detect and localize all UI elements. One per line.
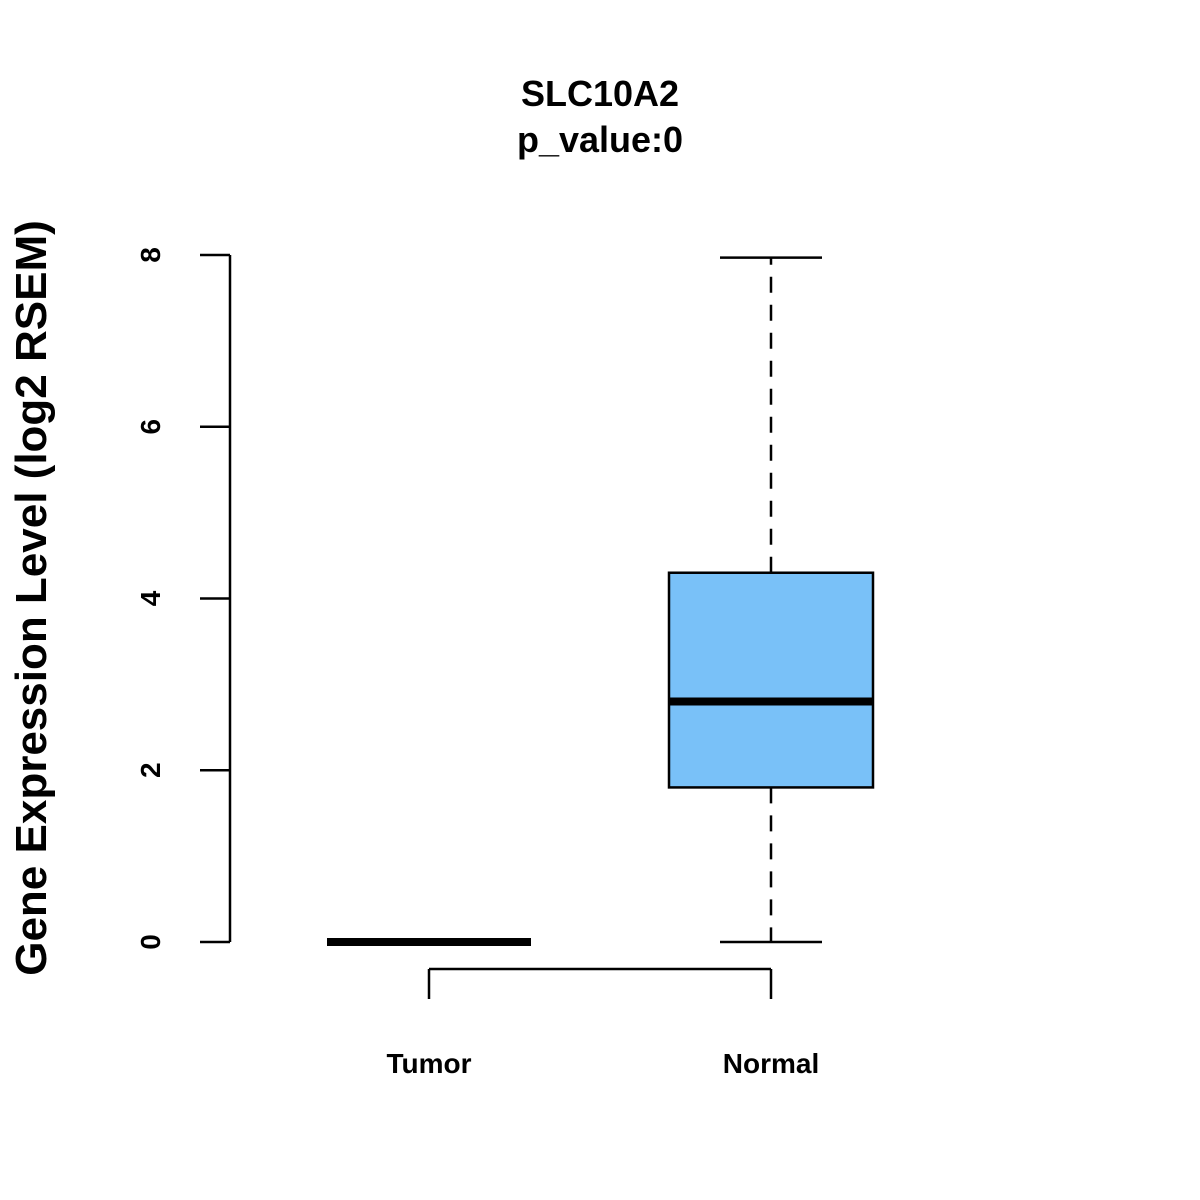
y-tick-label: 8 xyxy=(135,247,166,263)
y-axis-label: Gene Expression Level (log2 RSEM) xyxy=(7,220,56,976)
chart-subtitle: p_value:0 xyxy=(517,119,683,160)
y-tick-label: 0 xyxy=(135,934,166,950)
box-normal xyxy=(667,571,875,789)
y-tick-label: 6 xyxy=(135,419,166,435)
y-tick-label: 4 xyxy=(135,590,166,606)
chart-title: SLC10A2 xyxy=(521,73,679,114)
y-tick-label: 2 xyxy=(135,762,166,778)
x-tick-label: Tumor xyxy=(386,1048,471,1079)
x-tick-label: Normal xyxy=(723,1048,819,1079)
plot-area: 0 2 4 6 8 Tumor Normal xyxy=(135,247,875,1079)
